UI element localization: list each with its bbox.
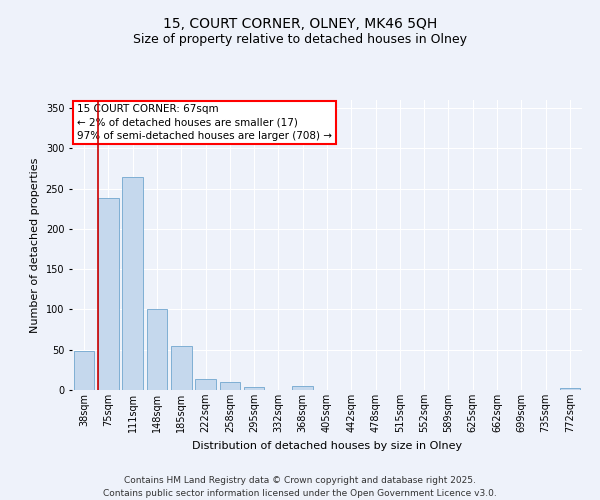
X-axis label: Distribution of detached houses by size in Olney: Distribution of detached houses by size … [192,440,462,450]
Bar [122,176,143,390]
Bar [171,346,191,390]
Y-axis label: Number of detached properties: Number of detached properties [30,158,40,332]
Bar [98,198,119,390]
Bar [292,386,313,390]
Text: Size of property relative to detached houses in Olney: Size of property relative to detached ho… [133,32,467,46]
Bar [220,382,240,390]
Bar [195,378,216,390]
Bar [146,310,167,390]
Text: Contains HM Land Registry data © Crown copyright and database right 2025.
Contai: Contains HM Land Registry data © Crown c… [103,476,497,498]
Bar [244,387,265,390]
Bar [560,388,580,390]
Bar [74,352,94,390]
Text: 15 COURT CORNER: 67sqm
← 2% of detached houses are smaller (17)
97% of semi-deta: 15 COURT CORNER: 67sqm ← 2% of detached … [77,104,332,141]
Text: 15, COURT CORNER, OLNEY, MK46 5QH: 15, COURT CORNER, OLNEY, MK46 5QH [163,18,437,32]
